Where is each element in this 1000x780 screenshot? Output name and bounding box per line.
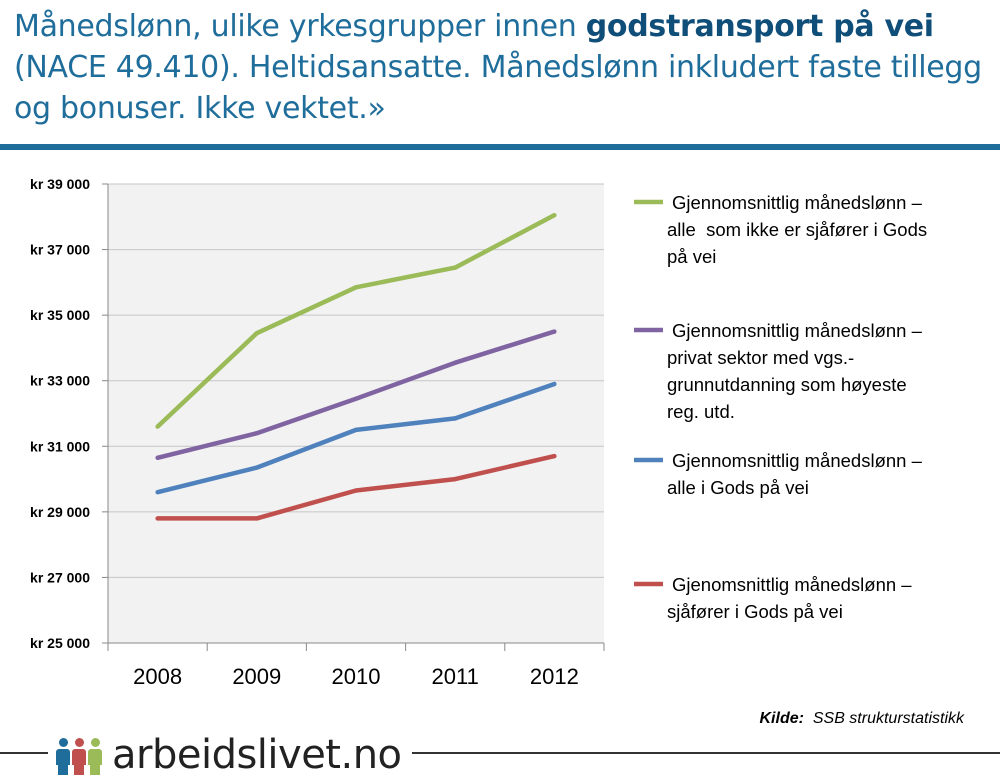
legend-label-purple: privat sektor med vgs.- <box>667 347 854 368</box>
y-tick-label: kr 37 000 <box>30 242 90 258</box>
y-tick-label: kr 31 000 <box>30 438 90 454</box>
data-point-blue <box>254 465 259 470</box>
logo-text: arbeidslivet.no <box>112 732 402 778</box>
person-green-icon <box>88 738 102 775</box>
person-red-icon <box>72 738 86 775</box>
data-point-blue <box>353 427 359 433</box>
data-point-purple <box>353 396 359 401</box>
data-point-purple <box>155 455 160 460</box>
data-point-green <box>155 424 160 429</box>
title-highlight: godstransport på vei <box>585 9 934 44</box>
data-point-red <box>453 476 458 482</box>
x-tick-label: 2008 <box>133 664 182 689</box>
legend-label-purple: reg. utd. <box>667 401 735 422</box>
title-part-1: Månedslønn, ulike yrkesgrupper innen <box>14 9 586 44</box>
x-tick-label: 2012 <box>530 664 579 689</box>
data-point-red <box>155 516 160 521</box>
footer-logo: arbeidslivet.no <box>48 730 412 780</box>
y-tick-label: kr 35 000 <box>30 307 90 323</box>
legend-label-purple: grunnutdanning som høyeste <box>667 374 907 395</box>
title-rule <box>0 144 1000 150</box>
chart-title: Månedslønn, ulike yrkesgrupper innen god… <box>14 6 989 129</box>
data-point-blue <box>155 489 160 495</box>
data-point-purple <box>453 360 458 365</box>
data-point-blue <box>453 416 458 421</box>
y-tick-label: kr 29 000 <box>30 504 90 520</box>
legend-label-blue: alle i Gods på vei <box>667 477 809 498</box>
plot-area <box>108 184 604 643</box>
legend-label-red: Gjenomsnittlig månedslønn – <box>672 574 912 595</box>
data-point-green <box>552 212 557 218</box>
legend-label-purple: Gjennomsnittlig månedslønn – <box>672 320 923 341</box>
source-text: SSB strukturstatistikk <box>812 710 964 727</box>
legend-label-blue: Gjennomsnittlig månedslønn – <box>672 450 923 471</box>
legend-label-green: Gjennomsnittlig månedslønn – <box>672 192 923 213</box>
footer-rule <box>0 752 1000 754</box>
legend-label-red: sjåfører i Gods på vei <box>667 601 843 622</box>
people-icon <box>56 735 104 775</box>
data-point-purple <box>552 329 557 334</box>
data-point-red <box>254 516 259 521</box>
y-tick-label: kr 33 000 <box>30 373 90 389</box>
person-blue-icon <box>56 738 70 775</box>
data-point-purple <box>254 430 259 436</box>
y-tick-label: kr 25 000 <box>30 635 90 651</box>
data-point-green <box>254 330 259 336</box>
legend-label-green: alle som ikke er sjåfører i Gods <box>667 219 927 240</box>
data-point-green <box>453 265 458 270</box>
x-tick-label: 2009 <box>232 664 281 689</box>
source-label: Kilde: <box>759 710 804 727</box>
data-point-blue <box>552 381 557 387</box>
x-tick-label: 2011 <box>432 664 479 689</box>
data-point-red <box>552 453 557 459</box>
legend-label-green: på vei <box>667 246 716 267</box>
data-point-red <box>353 488 359 493</box>
x-tick-label: 2010 <box>332 664 381 689</box>
y-tick-label: kr 39 000 <box>30 176 90 192</box>
data-point-green <box>353 285 359 290</box>
source-note: Kilde: SSB strukturstatistikk <box>760 710 965 728</box>
y-tick-label: kr 27 000 <box>30 569 90 585</box>
title-part-2: (NACE 49.410). Heltidsansatte. Månedsløn… <box>14 50 982 126</box>
